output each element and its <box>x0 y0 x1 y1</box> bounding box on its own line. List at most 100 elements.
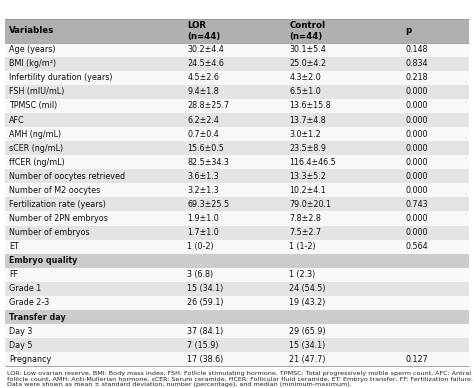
Text: 30.2±4.4: 30.2±4.4 <box>187 45 224 54</box>
Text: 0.000: 0.000 <box>406 214 428 223</box>
Text: 0.564: 0.564 <box>406 242 428 251</box>
Text: 3.6±1.3: 3.6±1.3 <box>187 172 219 181</box>
Text: 25.0±4.2: 25.0±4.2 <box>290 59 327 68</box>
Text: 15 (34.1): 15 (34.1) <box>187 284 224 293</box>
Text: Grade 1: Grade 1 <box>9 284 42 293</box>
Bar <box>5 310 469 324</box>
Text: 13.6±15.8: 13.6±15.8 <box>290 102 331 111</box>
Bar <box>5 141 469 155</box>
Bar <box>5 296 469 310</box>
Text: 0.000: 0.000 <box>406 144 428 153</box>
Bar <box>5 127 469 141</box>
Text: Grade 2-3: Grade 2-3 <box>9 298 50 307</box>
Text: 0.000: 0.000 <box>406 172 428 181</box>
Text: 7.5±2.7: 7.5±2.7 <box>290 228 322 237</box>
Bar <box>5 43 469 57</box>
Text: 1 (0-2): 1 (0-2) <box>187 242 214 251</box>
Bar <box>5 85 469 99</box>
Text: 29 (65.9): 29 (65.9) <box>290 327 326 336</box>
Text: 0.000: 0.000 <box>406 116 428 125</box>
Bar <box>5 71 469 85</box>
Text: LOR: Low ovarian reserve, BMI: Body mass index, FSH: Follicle stimulating hormon: LOR: Low ovarian reserve, BMI: Body mass… <box>7 371 473 387</box>
Text: TPMSC (mil): TPMSC (mil) <box>9 102 58 111</box>
Bar <box>5 225 469 240</box>
Text: 9.4±1.8: 9.4±1.8 <box>187 87 219 96</box>
Text: Day 5: Day 5 <box>9 341 33 350</box>
Text: 24 (54.5): 24 (54.5) <box>290 284 326 293</box>
Bar <box>5 169 469 184</box>
Text: LOR
(n=44): LOR (n=44) <box>187 21 220 41</box>
Bar <box>5 338 469 352</box>
Text: 1.7±1.0: 1.7±1.0 <box>187 228 219 237</box>
Bar <box>5 352 469 366</box>
Text: 82.5±34.3: 82.5±34.3 <box>187 158 229 167</box>
Text: FSH (mIU/mL): FSH (mIU/mL) <box>9 87 65 96</box>
Text: ffCER (ng/mL): ffCER (ng/mL) <box>9 158 65 167</box>
Text: Fertilization rate (years): Fertilization rate (years) <box>9 200 106 209</box>
Text: ET: ET <box>9 242 19 251</box>
Text: Number of oocytes retrieved: Number of oocytes retrieved <box>9 172 126 181</box>
Text: p: p <box>406 26 412 35</box>
Text: 0.000: 0.000 <box>406 130 428 139</box>
Bar <box>5 254 469 268</box>
Text: 30.1±5.4: 30.1±5.4 <box>290 45 326 54</box>
Text: FF: FF <box>9 270 18 279</box>
Bar <box>5 99 469 113</box>
Text: AMH (ng/mL): AMH (ng/mL) <box>9 130 62 139</box>
Text: 0.218: 0.218 <box>406 73 428 82</box>
Text: sCER (ng/mL): sCER (ng/mL) <box>9 144 64 153</box>
Bar <box>5 197 469 211</box>
Text: 0.834: 0.834 <box>406 59 428 68</box>
Bar <box>5 19 469 43</box>
Bar <box>5 57 469 71</box>
Text: 37 (84.1): 37 (84.1) <box>187 327 224 336</box>
Text: 28.8±25.7: 28.8±25.7 <box>187 102 229 111</box>
Text: Control
(n=44): Control (n=44) <box>290 21 326 41</box>
Text: 3.2±1.3: 3.2±1.3 <box>187 186 219 195</box>
Bar <box>5 282 469 296</box>
Text: Variables: Variables <box>9 26 55 35</box>
Text: 0.127: 0.127 <box>406 355 428 364</box>
Text: 15 (34.1): 15 (34.1) <box>290 341 326 350</box>
Text: 4.3±2.0: 4.3±2.0 <box>290 73 321 82</box>
Text: 15.6±0.5: 15.6±0.5 <box>187 144 224 153</box>
Text: 79.0±20.1: 79.0±20.1 <box>290 200 331 209</box>
Text: 21 (47.7): 21 (47.7) <box>290 355 326 364</box>
Text: Number of M2 oocytes: Number of M2 oocytes <box>9 186 100 195</box>
Text: 0.7±0.4: 0.7±0.4 <box>187 130 219 139</box>
Text: 17 (38.6): 17 (38.6) <box>187 355 224 364</box>
Text: 0.000: 0.000 <box>406 186 428 195</box>
Text: 13.3±5.2: 13.3±5.2 <box>290 172 327 181</box>
Text: Pregnancy: Pregnancy <box>9 355 52 364</box>
Text: 6.2±2.4: 6.2±2.4 <box>187 116 219 125</box>
Bar <box>5 155 469 169</box>
Text: Age (years): Age (years) <box>9 45 56 54</box>
Text: 69.3±25.5: 69.3±25.5 <box>187 200 229 209</box>
Text: 0.743: 0.743 <box>406 200 428 209</box>
Text: 1 (2.3): 1 (2.3) <box>290 270 316 279</box>
Text: 6.5±1.0: 6.5±1.0 <box>290 87 321 96</box>
Text: 26 (59.1): 26 (59.1) <box>187 298 224 307</box>
Text: 10.2±4.1: 10.2±4.1 <box>290 186 326 195</box>
Text: Infertility duration (years): Infertility duration (years) <box>9 73 113 82</box>
Bar <box>5 324 469 338</box>
Bar <box>5 184 469 197</box>
Text: 1 (1-2): 1 (1-2) <box>290 242 316 251</box>
Text: 0.000: 0.000 <box>406 158 428 167</box>
Text: 4.5±2.6: 4.5±2.6 <box>187 73 219 82</box>
Bar <box>5 211 469 225</box>
Text: 3 (6.8): 3 (6.8) <box>187 270 213 279</box>
Text: Number of 2PN embryos: Number of 2PN embryos <box>9 214 108 223</box>
Text: 19 (43.2): 19 (43.2) <box>290 298 326 307</box>
Text: 0.148: 0.148 <box>406 45 428 54</box>
Text: 1.9±1.0: 1.9±1.0 <box>187 214 219 223</box>
Text: 0.000: 0.000 <box>406 87 428 96</box>
Bar <box>5 240 469 254</box>
Text: 116.4±46.5: 116.4±46.5 <box>290 158 336 167</box>
Text: Number of embryos: Number of embryos <box>9 228 90 237</box>
Text: 13.7±4.8: 13.7±4.8 <box>290 116 326 125</box>
Text: BMI (kg/m²): BMI (kg/m²) <box>9 59 56 68</box>
Text: 0.000: 0.000 <box>406 102 428 111</box>
Text: 24.5±4.6: 24.5±4.6 <box>187 59 224 68</box>
Text: 0.000: 0.000 <box>406 228 428 237</box>
